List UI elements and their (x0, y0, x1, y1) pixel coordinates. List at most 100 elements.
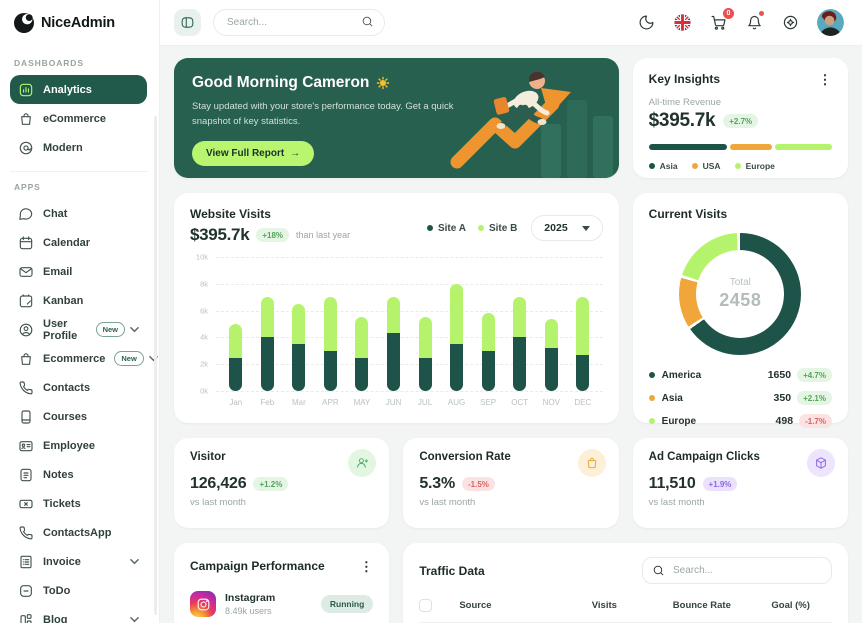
sidebar-item-label: Notes (43, 468, 74, 481)
visitor-delta-badge: +1.2% (253, 477, 289, 491)
europe-dot (648, 418, 655, 424)
global-search (213, 9, 385, 36)
dark-mode-button[interactable] (637, 13, 656, 32)
donut-total-value: 2458 (719, 290, 762, 310)
sidebar-item-label: Email (43, 265, 73, 278)
x-tick: JUN (385, 397, 402, 407)
sidebar-item-ecommerce[interactable]: eCommerce (10, 104, 147, 133)
column-goal: Goal (%) (771, 600, 810, 611)
site-b-dot (477, 225, 484, 231)
x-tick: DEC (574, 397, 592, 407)
europe-dot (734, 163, 741, 169)
brand-logo[interactable]: NiceAdmin (0, 0, 159, 46)
revenue-label: All-time Revenue (648, 97, 721, 108)
y-axis: 10k 8k 6k 4k 2k 0k (190, 253, 216, 396)
sidebar-section-label: DASHBOARDS (14, 58, 84, 68)
sidebar-item-analytics[interactable]: Analytics (10, 75, 147, 104)
bar-jan (229, 324, 243, 391)
invoice-icon (18, 554, 34, 570)
sidebar-item-todo[interactable]: ToDo (10, 576, 147, 605)
view-full-report-button[interactable]: View Full Report → (192, 141, 315, 167)
bar-dec (576, 297, 590, 391)
x-labels: Jan Feb Mar APR MAY JUN JUL AUG SEP OCT NOV DEC (216, 391, 603, 413)
notifications-button[interactable] (745, 10, 765, 32)
america-delta-badge: +4.7% (797, 368, 832, 382)
search-icon (362, 16, 373, 27)
x-tick: SEP (480, 397, 497, 407)
column-source: Source (459, 600, 492, 611)
avatar[interactable] (817, 9, 844, 36)
sidebar-item-label: Kanban (43, 294, 84, 307)
search-icon (653, 565, 664, 576)
bag-icon (18, 351, 34, 367)
sidebar-item-tickets[interactable]: Tickets (10, 489, 147, 518)
sidebar-item-label: Contacts (43, 381, 91, 394)
sidebar-item-ecommerce[interactable]: Ecommerce New (10, 344, 158, 373)
sidebar-item-invoice[interactable]: Invoice (10, 547, 147, 576)
language-button[interactable] (673, 13, 692, 32)
at-circle-icon (18, 140, 34, 156)
sidebar: NiceAdmin DASHBOARDS Analytics eCommerce… (0, 0, 160, 623)
traffic-data-title: Traffic Data (419, 563, 485, 578)
sidebar-item-notes[interactable]: Notes (10, 460, 147, 489)
traffic-search-input[interactable] (641, 557, 832, 584)
x-tick: APR (322, 397, 339, 407)
cart-count-badge: 0 (722, 7, 735, 20)
year-dropdown[interactable]: 2025 (531, 215, 603, 241)
bar-feb (260, 297, 274, 391)
website-visits-title: Website Visits (190, 207, 271, 221)
bell-icon (748, 15, 761, 30)
chevron-down-icon (130, 325, 139, 334)
sidebar-item-modern[interactable]: Modern (10, 133, 147, 162)
sidebar-item-user-profile[interactable]: User Profile New (10, 315, 147, 344)
chevron-down-icon (581, 225, 590, 231)
mail-icon (18, 264, 34, 280)
id-card-icon (18, 438, 34, 454)
legend-asia: Asia (659, 161, 678, 171)
current-visits-title: Current Visits (648, 207, 728, 221)
sidebar-item-contacts[interactable]: Contacts (10, 373, 147, 402)
uk-flag-icon (674, 14, 691, 31)
x-tick: Jan (229, 397, 243, 407)
sidebar-item-label: Tickets (43, 497, 81, 510)
cart-button[interactable]: 0 (709, 7, 735, 32)
x-tick: JUL (417, 397, 433, 407)
sidebar-item-contactsapp[interactable]: ContactsApp (10, 518, 147, 547)
visitor-value: 126,426 (190, 475, 247, 492)
site-a-dot (426, 225, 433, 231)
sidebar-item-label: Blog (43, 613, 68, 623)
campaign-performance-card: Campaign Performance Instagram 8.49k use… (174, 543, 390, 623)
visitor-note: vs last month (190, 497, 246, 508)
kebab-menu-icon[interactable] (359, 559, 373, 575)
sidebar-item-email[interactable]: Email (10, 257, 147, 286)
plot-area (216, 257, 603, 392)
topbar-actions: 0 (637, 7, 844, 36)
sidebar-item-blog[interactable]: Blog (10, 605, 147, 623)
select-all-checkbox[interactable] (419, 599, 433, 612)
website-visits-value: $395.7k (190, 225, 250, 244)
search-input[interactable] (213, 9, 385, 36)
settings-button[interactable] (781, 13, 800, 32)
sidebar-item-chat[interactable]: Chat (10, 199, 147, 228)
sidebar-item-kanban[interactable]: Kanban (10, 286, 147, 315)
conversion-rate-delta-badge: -1.5% (462, 477, 495, 491)
conversion-rate-note: vs last month (419, 497, 476, 508)
column-bounce-rate: Bounce Rate (672, 600, 731, 611)
sidebar-section: APPS Chat Calendar Email Kanban (10, 171, 158, 623)
brand-name: NiceAdmin (41, 15, 115, 31)
sidebar-item-calendar[interactable]: Calendar (10, 228, 147, 257)
avatar-image (817, 9, 844, 36)
america-value: 1650 (767, 369, 792, 381)
sidebar-nav: DASHBOARDS Analytics eCommerce Modern AP… (0, 46, 159, 623)
gear-icon (783, 15, 798, 30)
kebab-menu-icon[interactable] (818, 72, 832, 88)
sidebar-item-courses[interactable]: Courses (10, 402, 147, 431)
x-tick: Mar (291, 397, 306, 407)
asia-label: Asia (661, 392, 683, 404)
legend-europe: Europe (745, 161, 775, 171)
legend-row-europe: Europe 498 -1.7% (648, 414, 832, 428)
sidebar-toggle-button[interactable] (174, 9, 201, 36)
bar-chart-icon (18, 82, 34, 98)
revenue-split-bar (648, 144, 832, 150)
sidebar-item-employee[interactable]: Employee (10, 431, 147, 460)
